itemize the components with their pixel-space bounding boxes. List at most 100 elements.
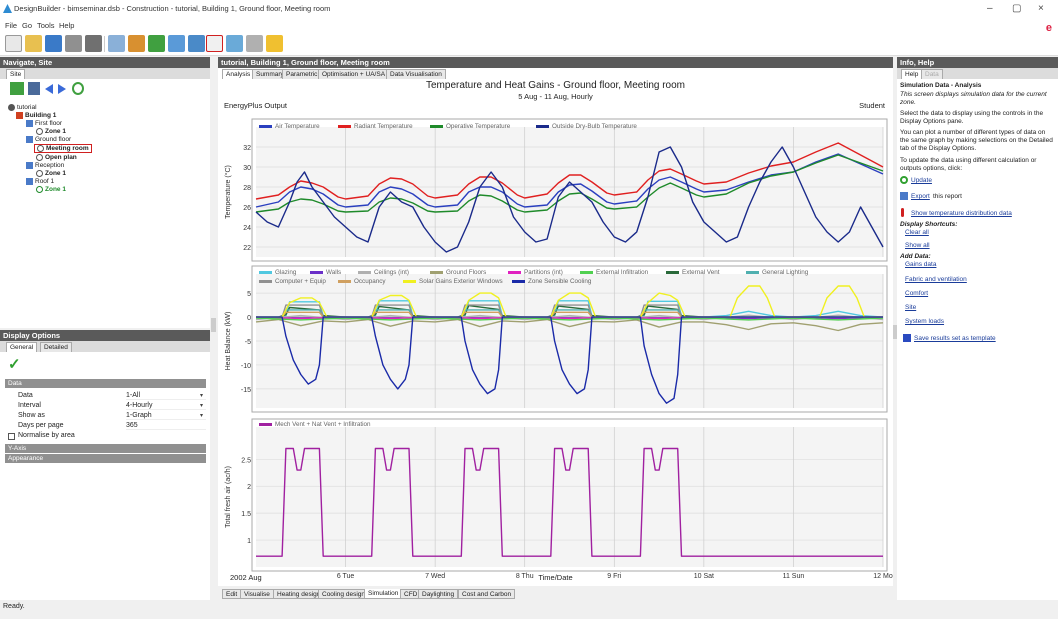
edit-icon[interactable]	[85, 35, 102, 52]
block-icon	[26, 178, 33, 185]
navigate-next-icon[interactable]	[10, 82, 24, 95]
tab-help[interactable]: Help	[901, 69, 923, 79]
display-tabrow: General Detailed	[0, 341, 210, 352]
series-line-ext_inf	[255, 317, 884, 321]
tab-parametric[interactable]: Parametric	[282, 69, 322, 79]
tree-node-zone[interactable]: Zone 1	[36, 186, 66, 193]
tree-node-roof[interactable]: Roof 1	[26, 178, 54, 185]
site-link[interactable]: Site	[905, 304, 917, 311]
section-y-axis[interactable]: Y-Axis	[5, 444, 206, 453]
grid-icon[interactable]	[188, 35, 205, 52]
measure-icon[interactable]	[128, 35, 145, 52]
tab-optimisation[interactable]: Optimisation + UA/SA	[318, 69, 390, 79]
dropdown-arrow-icon[interactable]: ▾	[200, 393, 204, 399]
tab-analysis[interactable]: Analysis	[222, 69, 255, 79]
apply-check-icon[interactable]: ✓	[8, 356, 21, 373]
tree-node-first-floor[interactable]: First floor	[26, 120, 62, 127]
open-folder-icon[interactable]	[25, 35, 42, 52]
update-link[interactable]: Update	[911, 177, 932, 184]
system-loads-link[interactable]: System loads	[905, 318, 945, 325]
tab-data-visualisation[interactable]: Data Visualisation	[386, 69, 446, 79]
dropdown-arrow-icon[interactable]: ▾	[200, 413, 204, 419]
status-text: Ready.	[3, 603, 25, 610]
x-axis-year-label: 2002 Aug	[230, 573, 262, 582]
tree-node-zone[interactable]: Zone 1	[36, 128, 66, 135]
dropdown-arrow-icon[interactable]: ▾	[200, 403, 204, 409]
option-data-select[interactable]: 1-All	[126, 392, 206, 400]
refresh-icon[interactable]	[148, 35, 165, 52]
tab-edit[interactable]: Edit	[222, 589, 242, 599]
legend-swatch	[358, 270, 371, 274]
tab-cooling-design[interactable]: Cooling design	[318, 589, 370, 599]
minimize-button[interactable]: –	[987, 3, 993, 14]
back-arrow-icon[interactable]	[45, 84, 53, 94]
tree-node-tutorial[interactable]: tutorial	[8, 104, 37, 111]
tab-site[interactable]: Site	[6, 69, 26, 79]
series-line-sensible	[256, 316, 883, 404]
option-label: Show as	[18, 412, 45, 419]
series-line-mech	[256, 447, 883, 557]
menu-tools[interactable]: Tools	[37, 21, 55, 30]
gains-data-link[interactable]: Gains data	[905, 261, 937, 268]
export-link[interactable]: Export	[911, 193, 930, 200]
clear-all-link[interactable]: Clear all	[905, 229, 929, 236]
tab-general[interactable]: General	[6, 342, 38, 352]
collapse-right-icon[interactable]	[893, 325, 898, 339]
normalise-checkbox[interactable]	[8, 433, 15, 440]
legend-item: External Vent	[666, 269, 719, 276]
section-appearance[interactable]: Appearance	[5, 454, 206, 463]
tree-node-zone[interactable]: Zone 1	[36, 170, 66, 177]
legend-swatch	[338, 124, 351, 128]
tree-icon[interactable]	[28, 82, 40, 95]
tab-visualise[interactable]: Visualise	[240, 589, 274, 599]
tab-detailed[interactable]: Detailed	[40, 342, 72, 352]
legend-swatch	[666, 270, 679, 274]
fabric-ventilation-link[interactable]: Fabric and ventilation	[905, 276, 967, 283]
tree-node-reception[interactable]: Reception	[26, 162, 64, 169]
option-days-per-page-input[interactable]: 365	[126, 422, 206, 430]
sun-icon[interactable]	[266, 35, 283, 52]
tree-node-ground-floor[interactable]: Ground floor	[26, 136, 71, 143]
update-icon[interactable]	[900, 176, 908, 184]
close-button[interactable]: ×	[1038, 3, 1044, 14]
forward-arrow-icon[interactable]	[58, 84, 66, 94]
menu-go[interactable]: Go	[22, 21, 33, 30]
export-icon[interactable]	[900, 192, 908, 200]
y-tick-label: 28	[243, 185, 251, 192]
show-temperature-link[interactable]: Show temperature distribution data	[911, 210, 1012, 217]
ie-icon[interactable]: e	[1045, 22, 1052, 34]
tab-simulation[interactable]: Simulation	[364, 589, 403, 599]
tree-node-open-plan[interactable]: Open plan	[36, 154, 77, 161]
menu-file[interactable]: File	[5, 21, 18, 30]
tree-node-meeting-room[interactable]: Meeting room	[34, 144, 92, 154]
option-interval-select[interactable]: 4-Hourly	[126, 402, 206, 410]
menu-help[interactable]: Help	[59, 21, 75, 30]
print-icon[interactable]	[65, 35, 82, 52]
tab-daylighting[interactable]: Daylighting	[418, 589, 459, 599]
section-data[interactable]: Data	[5, 379, 206, 388]
camera-icon[interactable]	[246, 35, 263, 52]
table-icon[interactable]	[168, 35, 185, 52]
comfort-link[interactable]: Comfort	[905, 290, 929, 297]
legend-item: Operative Temperature	[430, 123, 510, 130]
new-file-icon[interactable]	[5, 35, 22, 52]
maximize-button[interactable]: ▢	[1012, 3, 1022, 14]
show-all-link[interactable]: Show all	[905, 242, 930, 249]
save-icon[interactable]	[45, 35, 62, 52]
wrench-icon[interactable]	[108, 35, 125, 52]
tab-data[interactable]: Data	[921, 69, 943, 79]
option-show-as-select[interactable]: 1-Graph	[126, 412, 206, 420]
building-icon[interactable]	[226, 35, 243, 52]
zoom-select-icon[interactable]	[206, 35, 223, 52]
legend-item: General Lighting	[746, 269, 808, 276]
save-template-icon[interactable]	[903, 334, 911, 342]
x-tick-label: 9 Fri	[607, 573, 621, 580]
refresh-tree-icon[interactable]	[72, 82, 84, 95]
tab-cost-carbon[interactable]: Cost and Carbon	[458, 589, 516, 599]
tree-node-building[interactable]: Building 1	[16, 112, 56, 119]
save-template-link[interactable]: Save results set as template	[914, 335, 996, 342]
block-icon	[26, 120, 33, 127]
collapse-left-icon[interactable]	[211, 318, 216, 332]
tab-heating-design[interactable]: Heating design	[273, 589, 325, 599]
series-line-radiant	[255, 142, 884, 200]
